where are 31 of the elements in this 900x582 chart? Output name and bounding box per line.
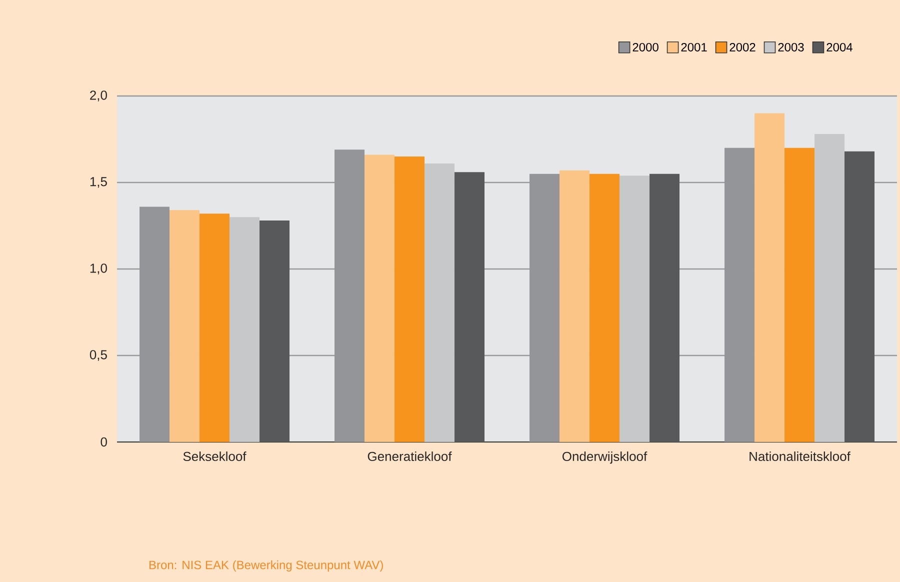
bar — [784, 148, 815, 442]
x-tick-label: Onderwijskloof — [562, 452, 648, 464]
legend-label: 2004 — [826, 42, 852, 52]
y-tick-label: 2,0 — [90, 90, 107, 102]
bar — [814, 134, 845, 442]
bar — [844, 151, 875, 442]
legend-label: 2002 — [730, 42, 756, 52]
bar — [560, 170, 590, 442]
x-tick-label: Generatiekloof — [368, 452, 452, 462]
bar — [230, 217, 260, 442]
bar — [260, 220, 290, 442]
y-tick-label: 0 — [100, 437, 107, 447]
y-tick-label: 0,5 — [90, 350, 107, 361]
x-tick-label: Nationaliteitskloof — [750, 452, 850, 462]
bar — [650, 174, 680, 442]
bar — [364, 154, 395, 442]
bar — [590, 174, 620, 442]
legend-label: 2003 — [778, 42, 804, 52]
x-tick-label: Seksekloof — [183, 452, 246, 462]
bar — [620, 176, 650, 442]
bar — [200, 214, 230, 442]
text: Bron: NIS EAK (Bewerking Steunpunt WAV) — [150, 560, 383, 572]
bar — [424, 163, 455, 442]
bar — [394, 156, 425, 442]
y-tick-label: 1,5 — [90, 177, 107, 188]
bar — [170, 210, 200, 442]
legend-label: 2000 — [632, 42, 658, 52]
bar — [454, 172, 485, 442]
bar — [754, 113, 785, 442]
legend-label: 2001 — [681, 42, 707, 52]
y-tick-label: 1,0 — [90, 264, 107, 274]
